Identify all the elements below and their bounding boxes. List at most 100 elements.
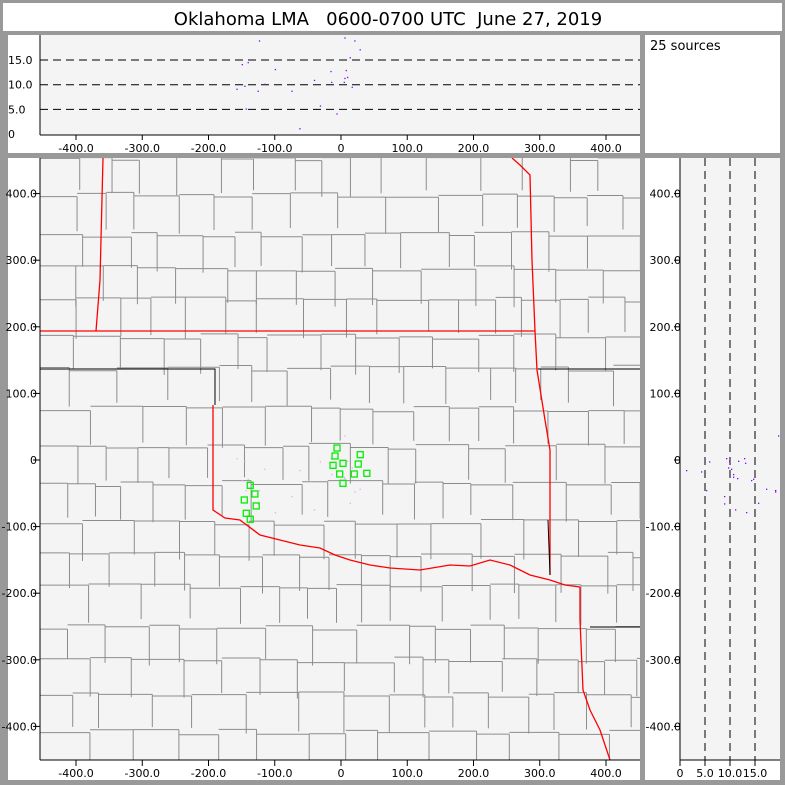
source-point bbox=[733, 473, 735, 476]
x-tick-label: -100.0 bbox=[257, 767, 292, 780]
source-point bbox=[778, 435, 780, 437]
altitude-vs-x-plot: 0 5.0 10.0 15.0 -400.0 -300.0 -200.0 -100.0 0 100… bbox=[8, 35, 640, 155]
flash-marker bbox=[331, 452, 339, 460]
y-tick-label: 100.0 bbox=[6, 387, 38, 400]
source-point bbox=[751, 479, 753, 482]
source-point bbox=[247, 62, 249, 64]
map-source-point bbox=[241, 479, 243, 482]
flash-marker bbox=[246, 515, 254, 523]
source-point bbox=[726, 458, 728, 460]
state-border-black bbox=[40, 368, 216, 405]
flash-marker bbox=[252, 502, 260, 510]
source-point bbox=[744, 458, 746, 460]
source-point bbox=[344, 37, 346, 39]
map-source-point bbox=[291, 495, 293, 498]
x-tick-label: 0 bbox=[338, 767, 345, 780]
flash-marker bbox=[240, 496, 248, 504]
y-tick-label: 0 bbox=[30, 454, 37, 467]
source-point bbox=[244, 85, 246, 87]
source-point bbox=[257, 90, 259, 92]
source-point bbox=[343, 81, 345, 84]
y-tick-label: 400.0 bbox=[6, 188, 38, 201]
source-point bbox=[344, 77, 346, 80]
map-source-point bbox=[343, 476, 345, 478]
flash-marker bbox=[354, 460, 362, 468]
x-tick-label: 10.0 bbox=[718, 767, 743, 780]
map-source-point bbox=[351, 467, 353, 469]
source-point bbox=[706, 489, 708, 492]
x-tick-label: 400.0 bbox=[590, 142, 622, 155]
source-point bbox=[753, 478, 755, 480]
ns-vs-altitude-plot: 0 5.0 10.0 15.0 400.0 300.0 200.0 100.0 0 -100.0 -… bbox=[646, 158, 780, 780]
source-point bbox=[724, 495, 726, 498]
y-tick-label: 0 bbox=[674, 454, 681, 467]
source-point bbox=[349, 57, 351, 59]
state-border bbox=[579, 587, 611, 760]
flash-marker bbox=[242, 509, 250, 517]
x-tick-label: 100.0 bbox=[392, 767, 424, 780]
map-source-point bbox=[344, 477, 346, 480]
map-source-point bbox=[354, 491, 356, 493]
source-point bbox=[686, 469, 688, 472]
x-tick-label: 300.0 bbox=[524, 142, 556, 155]
source-point bbox=[245, 108, 247, 110]
source-point bbox=[354, 40, 356, 42]
state-border bbox=[511, 158, 551, 575]
source-point bbox=[299, 128, 301, 130]
flash-markers bbox=[240, 444, 371, 523]
flash-marker bbox=[339, 479, 347, 487]
source-point bbox=[731, 468, 733, 470]
y-tick-label: 0 bbox=[8, 128, 15, 141]
source-point bbox=[351, 86, 353, 88]
county-borders bbox=[40, 158, 640, 760]
source-point bbox=[745, 462, 747, 464]
y-tick-label: 200.0 bbox=[650, 321, 682, 334]
source-point bbox=[336, 113, 338, 115]
flash-marker bbox=[329, 461, 337, 469]
y-tick-label: 15.0 bbox=[8, 54, 33, 67]
x-tick-label: 400.0 bbox=[590, 767, 622, 780]
source-point bbox=[241, 63, 243, 66]
x-tick-label: 100.0 bbox=[392, 142, 424, 155]
map-source-point bbox=[349, 502, 351, 504]
source-point bbox=[291, 90, 293, 92]
flash-marker bbox=[363, 469, 371, 477]
map-source-point bbox=[313, 509, 316, 511]
flash-marker bbox=[246, 481, 254, 489]
source-count-panel bbox=[645, 35, 780, 153]
y-tick-label: 200.0 bbox=[6, 321, 38, 334]
flash-marker bbox=[336, 470, 344, 478]
source-point bbox=[775, 491, 777, 493]
source-point bbox=[738, 460, 740, 462]
x-tick-label: -100.0 bbox=[257, 142, 292, 155]
x-tick-label: 200.0 bbox=[458, 767, 490, 780]
map-source-point bbox=[264, 468, 266, 470]
source-point bbox=[359, 49, 361, 51]
flash-marker bbox=[356, 451, 364, 459]
x-tick-label: -200.0 bbox=[191, 767, 226, 780]
source-point bbox=[330, 70, 332, 73]
x-tick-label: 0 bbox=[677, 767, 684, 780]
source-point bbox=[346, 76, 349, 79]
y-tick-label: -400.0 bbox=[2, 720, 37, 733]
source-point bbox=[746, 511, 748, 514]
title-bar bbox=[3, 3, 782, 31]
source-point bbox=[274, 68, 277, 71]
map-source-point bbox=[247, 478, 249, 480]
source-point bbox=[709, 461, 711, 463]
y-tick-label: -100.0 bbox=[2, 521, 37, 534]
x-tick-label: -400.0 bbox=[58, 767, 93, 780]
figure-title: Oklahoma LMA 0600-0700 UTC June 27, 2019 bbox=[174, 9, 602, 30]
x-tick-label: 0 bbox=[338, 142, 345, 155]
x-tick-label: 200.0 bbox=[458, 142, 490, 155]
y-tick-label: 300.0 bbox=[6, 254, 38, 267]
map-source-point bbox=[245, 489, 247, 492]
source-point bbox=[345, 69, 347, 72]
source-point bbox=[319, 105, 322, 107]
y-tick-label: -200.0 bbox=[2, 587, 37, 600]
y-tick-label: 400.0 bbox=[650, 188, 682, 201]
y-tick-label: -200.0 bbox=[646, 587, 681, 600]
map-source-point bbox=[299, 469, 301, 472]
x-tick-label: -300.0 bbox=[125, 767, 160, 780]
